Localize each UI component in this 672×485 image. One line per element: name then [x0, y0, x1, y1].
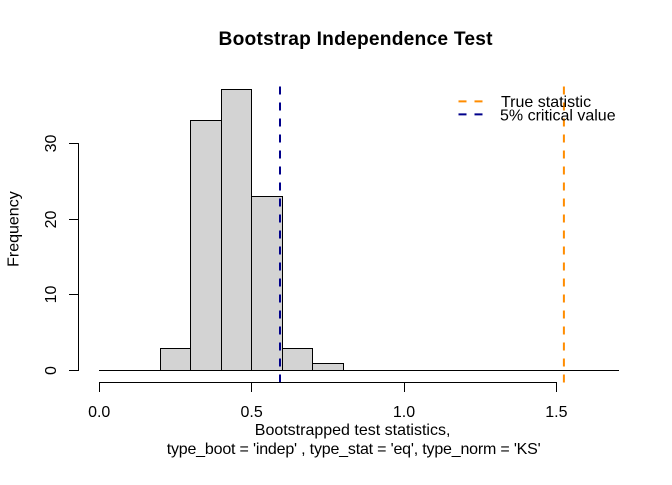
svg-text:10: 10: [43, 286, 60, 304]
svg-text:0.0: 0.0: [88, 404, 110, 421]
svg-text:Bootstrap Independence Test: Bootstrap Independence Test: [219, 29, 494, 50]
svg-text:1.5: 1.5: [545, 404, 567, 421]
svg-text:20: 20: [43, 211, 60, 229]
svg-text:True statistic: True statistic: [501, 94, 591, 111]
svg-text:1.0: 1.0: [393, 404, 415, 421]
svg-text:0.5: 0.5: [240, 404, 262, 421]
svg-text:Frequency: Frequency: [6, 191, 23, 267]
svg-text:0: 0: [43, 366, 60, 375]
svg-text:30: 30: [43, 135, 60, 153]
svg-text:Bootstrapped test statistics,: Bootstrapped test statistics,: [255, 422, 451, 439]
svg-text:5% critical value: 5% critical value: [500, 107, 616, 124]
svg-text:type_boot = 'indep' , type_sta: type_boot = 'indep' , type_stat = 'eq', …: [167, 441, 541, 458]
